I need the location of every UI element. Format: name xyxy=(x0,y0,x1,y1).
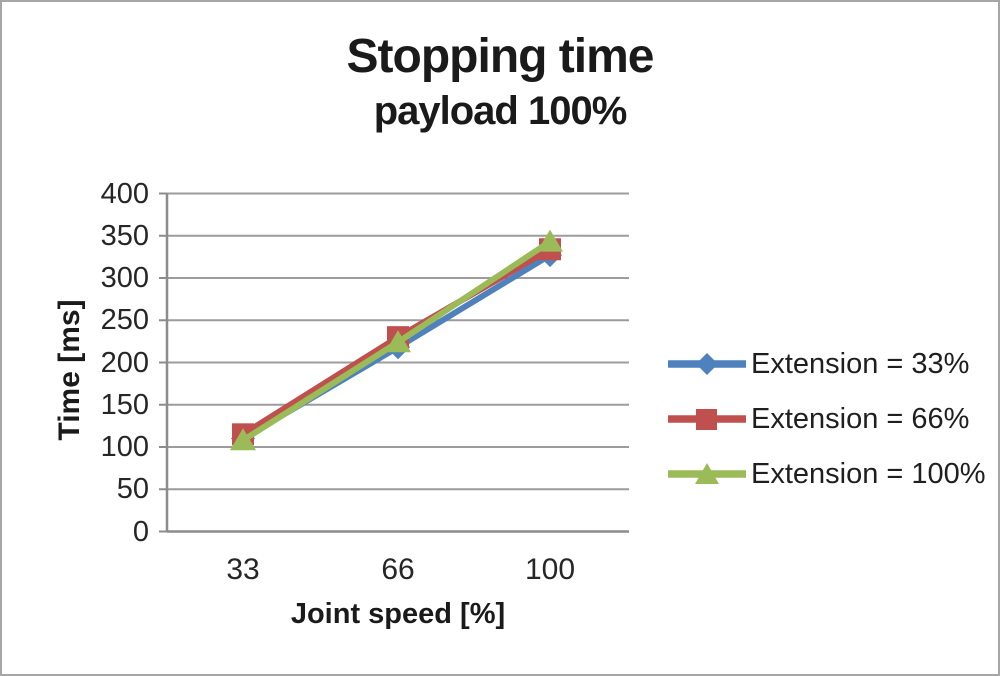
legend-label: Extension = 33% xyxy=(751,347,970,380)
legend-marker-icon-diamond xyxy=(668,353,746,375)
legend-item: Extension = 100% xyxy=(668,457,986,490)
x-tick-label: 66 xyxy=(381,553,415,586)
y-tick-label: 250 xyxy=(100,304,149,337)
legend-marker-icon-triangle xyxy=(668,463,746,484)
data-point-marker xyxy=(385,330,411,353)
chart-title-block: Stopping time payload 100% xyxy=(2,28,998,136)
y-tick-label: 300 xyxy=(100,262,149,294)
legend-label: Extension = 66% xyxy=(751,402,970,435)
data-point-marker xyxy=(230,428,256,451)
legend-item: Extension = 33% xyxy=(668,347,986,380)
legend-marker-shape xyxy=(696,409,717,430)
chart-title: Stopping time xyxy=(346,30,655,83)
legend-marker-icon-square xyxy=(668,409,746,430)
y-tick-label: 200 xyxy=(100,346,149,379)
y-tick-label: 100 xyxy=(100,431,149,463)
y-tick-label: 400 xyxy=(100,177,149,210)
y-tick-label: 0 xyxy=(132,515,149,548)
legend-marker-shape xyxy=(695,463,719,484)
data-point-marker xyxy=(537,229,563,252)
legend-item: Extension = 66% xyxy=(668,402,986,435)
legend-label: Extension = 100% xyxy=(751,457,986,490)
y-tick-label: 150 xyxy=(100,388,149,421)
y-tick-label: 50 xyxy=(116,473,149,506)
x-tick-label: 100 xyxy=(524,553,576,586)
x-tick-label: 33 xyxy=(226,553,260,586)
legend-marker-shape xyxy=(696,353,718,375)
y-tick-label: 350 xyxy=(100,219,149,252)
plot-area xyxy=(159,192,629,533)
chart-subtitle: payload 100% xyxy=(373,89,628,133)
legend: Extension = 33% Extension = 66% Extension … xyxy=(668,347,986,490)
x-axis-title: Joint speed [%] xyxy=(290,598,506,630)
